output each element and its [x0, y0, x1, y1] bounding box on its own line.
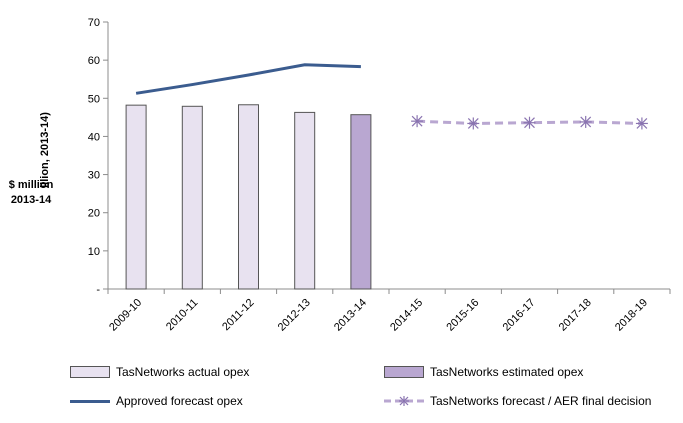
legend-estimated-opex: TasNetworks estimated opex — [384, 365, 583, 379]
forecast-point — [411, 115, 424, 128]
x-tick-label: 2011-12 — [220, 297, 256, 333]
forecast-point — [635, 117, 648, 130]
x-tick-label: 2017-18 — [557, 297, 594, 334]
bar — [125, 104, 147, 290]
y-axis-title-line1: $ million — [8, 179, 54, 191]
forecast-line — [417, 119, 642, 125]
bar — [350, 114, 372, 290]
y-tick-label: 10 — [88, 246, 100, 258]
bar — [238, 104, 259, 290]
legend-swatch-approved — [70, 399, 110, 403]
legend-label-actual: TasNetworks actual opex — [116, 365, 250, 379]
forecast-point — [523, 116, 536, 129]
chart-bars — [125, 104, 372, 290]
y-tick-label: 20 — [88, 208, 100, 220]
legend-swatch-estimated — [384, 366, 424, 378]
legend-forecast-aer: TasNetworks forecast / AER final decisio… — [384, 394, 651, 408]
x-tick-label: 2014-15 — [388, 297, 425, 334]
legend-label-forecast: TasNetworks forecast / AER final decisio… — [430, 394, 652, 408]
x-tick-label: 2018-19 — [613, 297, 650, 334]
forecast-point — [467, 117, 480, 130]
legend-approved-forecast: Approved forecast opex — [70, 394, 243, 408]
x-tick-label: 2013-14 — [332, 297, 369, 334]
bar — [181, 105, 203, 290]
x-tick-label: 2009-10 — [107, 297, 144, 334]
legend-actual-opex: TasNetworks actual opex — [70, 365, 249, 379]
chart-lines — [135, 63, 648, 130]
legend-swatch-forecast — [384, 396, 424, 406]
legend-swatch-actual — [70, 366, 110, 378]
x-tick-label: 2016-17 — [501, 297, 538, 334]
y-tick-label: 30 — [88, 170, 100, 182]
y-tick-label: 40 — [88, 131, 100, 143]
y-axis-title: $ million 2013-14 — [4, 178, 58, 208]
legend-label-approved: Approved forecast opex — [116, 394, 243, 408]
y-axis-title-rotated: illion, 2013-14) — [39, 112, 51, 188]
approved-line — [135, 63, 361, 95]
x-tick-label: 2012-13 — [276, 297, 313, 334]
y-tick-label: 50 — [88, 93, 100, 105]
y-axis-title-line2: 2013-14 — [10, 194, 52, 206]
legend-label-estimated: TasNetworks estimated opex — [430, 365, 584, 379]
forecast-point — [579, 115, 592, 128]
x-tick-label: 2015-16 — [444, 297, 481, 334]
y-tick-label: 60 — [88, 55, 100, 67]
x-tick-label: 2010-11 — [164, 297, 200, 333]
bar — [294, 111, 316, 290]
y-tick-label: 70 — [88, 17, 100, 29]
y-tick-label: - — [96, 284, 100, 296]
